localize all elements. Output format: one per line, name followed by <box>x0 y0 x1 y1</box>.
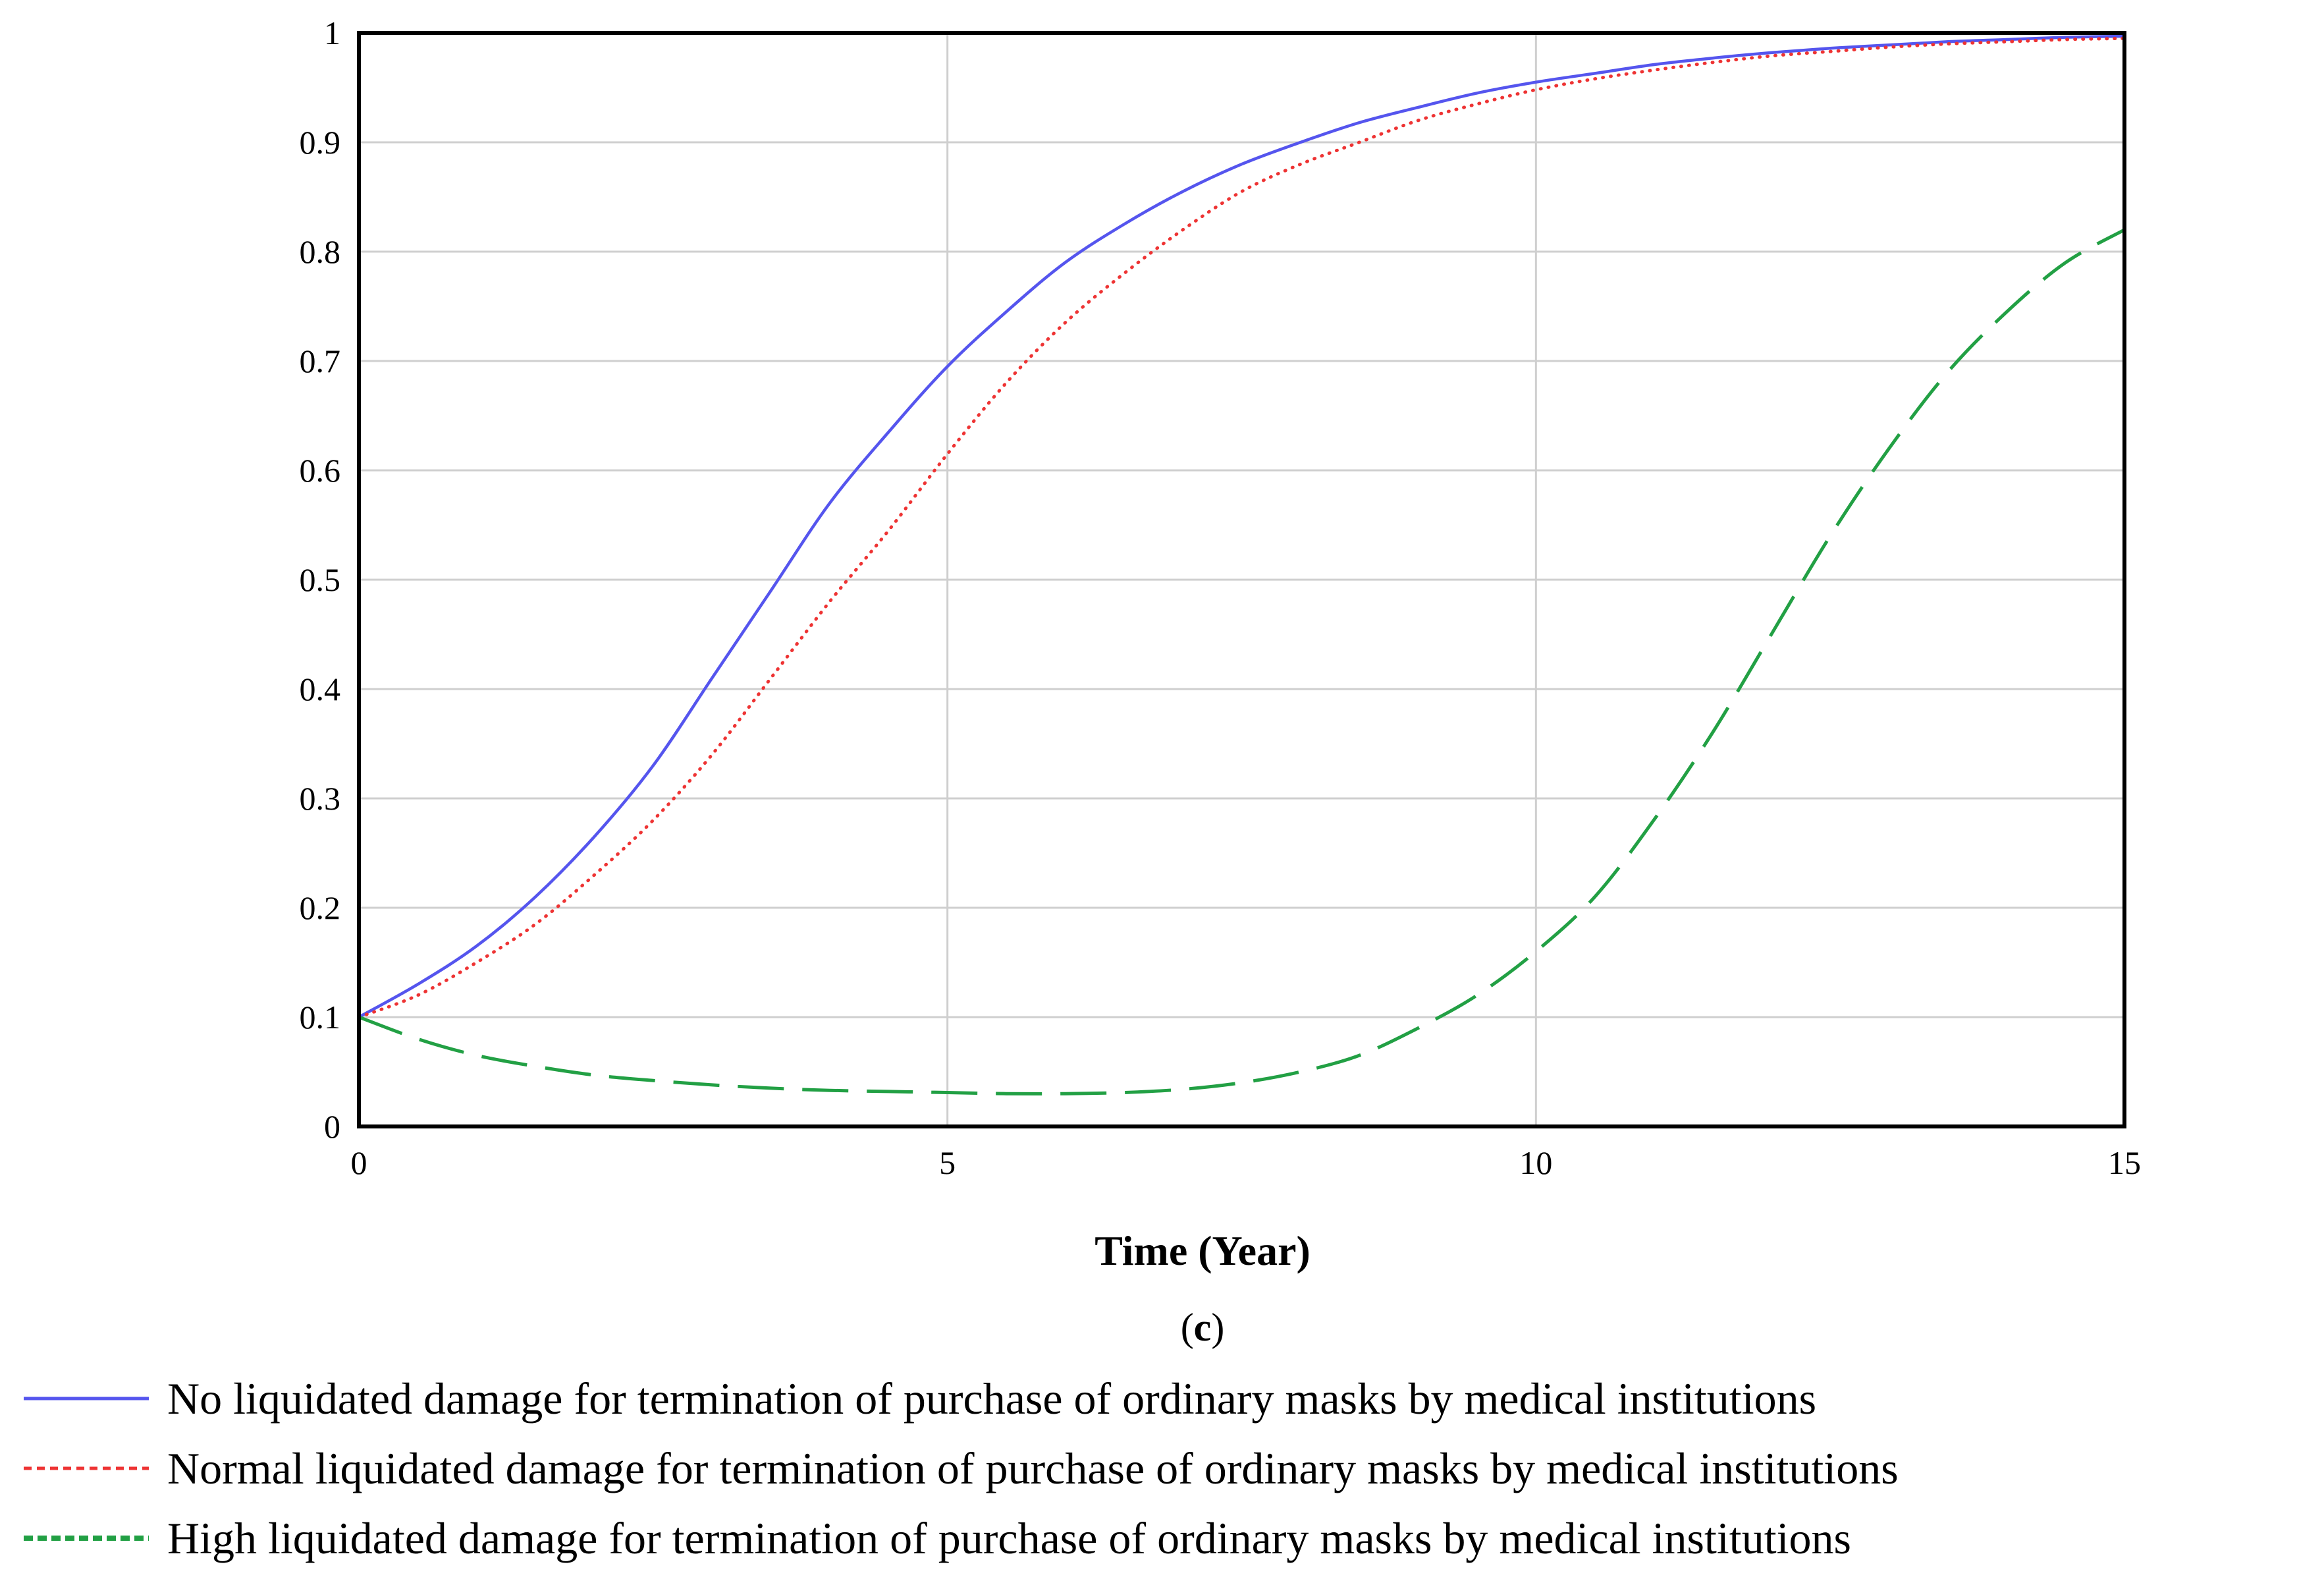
series-line-2 <box>358 228 2126 1096</box>
y-tick-label: 0.4 <box>300 671 341 707</box>
legend-item-high-damage: High liquidated damage for termination o… <box>24 1503 2315 1573</box>
y-tick-label: 0.3 <box>300 780 341 817</box>
y-tick-label: 0.7 <box>300 343 341 379</box>
y-tick-label: 0.1 <box>300 999 341 1036</box>
y-tick-label: 0.9 <box>300 124 341 161</box>
y-tick-label: 0.2 <box>300 889 341 926</box>
legend-swatch-solid <box>24 1397 149 1401</box>
legend-label: Normal liquidated damage for termination… <box>167 1443 1899 1493</box>
x-axis-label: Time (Year) <box>1094 1227 1311 1274</box>
legend-swatch-dashed <box>24 1536 149 1541</box>
y-tick-label: 0.5 <box>300 561 341 598</box>
legend-label: No liquidated damage for termination of … <box>167 1373 1817 1424</box>
series-line-0 <box>357 34 2126 1019</box>
grid-lines <box>358 32 2126 1128</box>
y-tick-label: 1 <box>324 14 340 51</box>
legend: No liquidated damage for termination of … <box>24 1364 2315 1573</box>
legend-item-no-damage: No liquidated damage for termination of … <box>24 1364 2315 1433</box>
legend-swatch-dotted <box>24 1466 149 1470</box>
series-lines <box>357 34 2126 1096</box>
figure-caption: (c) <box>1181 1306 1225 1349</box>
y-tick-label: 0.8 <box>300 233 341 270</box>
legend-label: High liquidated damage for termination o… <box>167 1513 1851 1563</box>
x-tick-label: 15 <box>2108 1144 2141 1181</box>
y-tick-label: 0.6 <box>300 452 341 489</box>
x-tick-label: 0 <box>351 1144 367 1181</box>
x-tick-label: 5 <box>939 1144 956 1181</box>
y-tick-label: 0 <box>324 1108 340 1145</box>
x-axis-ticks: 0 5 10 15 <box>351 1144 2142 1181</box>
legend-item-normal-damage: Normal liquidated damage for termination… <box>24 1433 2315 1503</box>
plot-frame <box>357 31 2126 1128</box>
y-axis-ticks: 0 0.1 0.2 0.3 0.4 0.5 0.6 0.7 0.8 0.9 1 <box>300 14 341 1145</box>
x-tick-label: 10 <box>1519 1144 1552 1181</box>
series-line-1 <box>357 36 2126 1019</box>
